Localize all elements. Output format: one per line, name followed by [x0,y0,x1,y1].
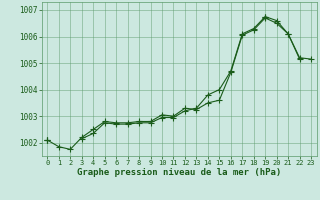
X-axis label: Graphe pression niveau de la mer (hPa): Graphe pression niveau de la mer (hPa) [77,168,281,177]
